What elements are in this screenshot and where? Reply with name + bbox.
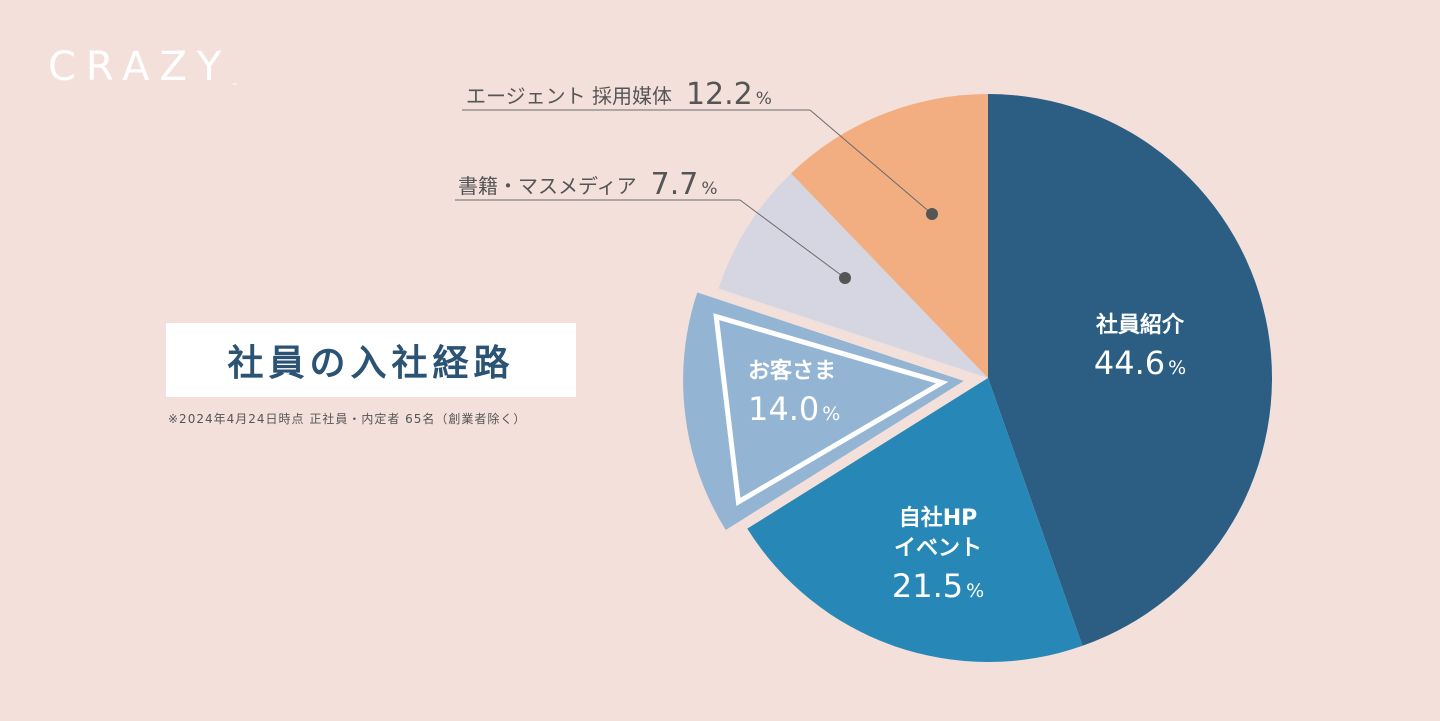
slice-4-callout: 書籍・マスメディア 7.7% (455, 167, 851, 284)
slice-5-label: エージェント 採用媒体 (466, 84, 672, 108)
slice-2-label: イベント (894, 536, 982, 561)
slice-5-wedge (791, 94, 988, 378)
chart-footnote: ※2024年4月24日時点 正社員・内定者 65名（創業者除く） (168, 412, 527, 426)
slice-4-callout-dot (839, 272, 851, 284)
slice-2-value: 21.5% (892, 567, 984, 605)
chart-title: 社員の入社経路 (227, 343, 515, 384)
slice-4-value: 7.7% (651, 167, 718, 202)
chart-title-box: 社員の入社経路 (166, 323, 576, 397)
slice-1-value: 44.6% (1094, 344, 1186, 382)
slice-2-label: 自社HP (899, 505, 978, 531)
pie-labels: 社員紹介 44.6 % 自社HP イベント 21.5 % お客さま 14.0 % 書籍・マスメディア… (455, 77, 1186, 605)
slice-2-wedge (747, 378, 1083, 662)
slice-4-wedge (718, 173, 988, 378)
slice-4-label: 書籍・マスメディア (458, 174, 637, 198)
slice-1-label: 社員紹介 (1096, 312, 1185, 338)
slice-3-highlight-outline (713, 313, 949, 506)
slice-5-callout: エージェント 採用媒体 12.2% (462, 77, 938, 220)
crazy-logo: CRAZY™ (48, 44, 239, 90)
slice-1-wedge (988, 94, 1272, 646)
slice-5-callout-dot (926, 208, 938, 220)
slice-3-label: お客さま (748, 358, 836, 384)
slice-3-wedge (681, 289, 969, 533)
slice-5-value: 12.2% (686, 77, 772, 112)
slice-5-callout-leader (809, 109, 933, 215)
slice-3-value: 14.0% (748, 390, 840, 428)
pie-slices (681, 94, 1272, 662)
slice-4-callout-leader (739, 199, 846, 279)
